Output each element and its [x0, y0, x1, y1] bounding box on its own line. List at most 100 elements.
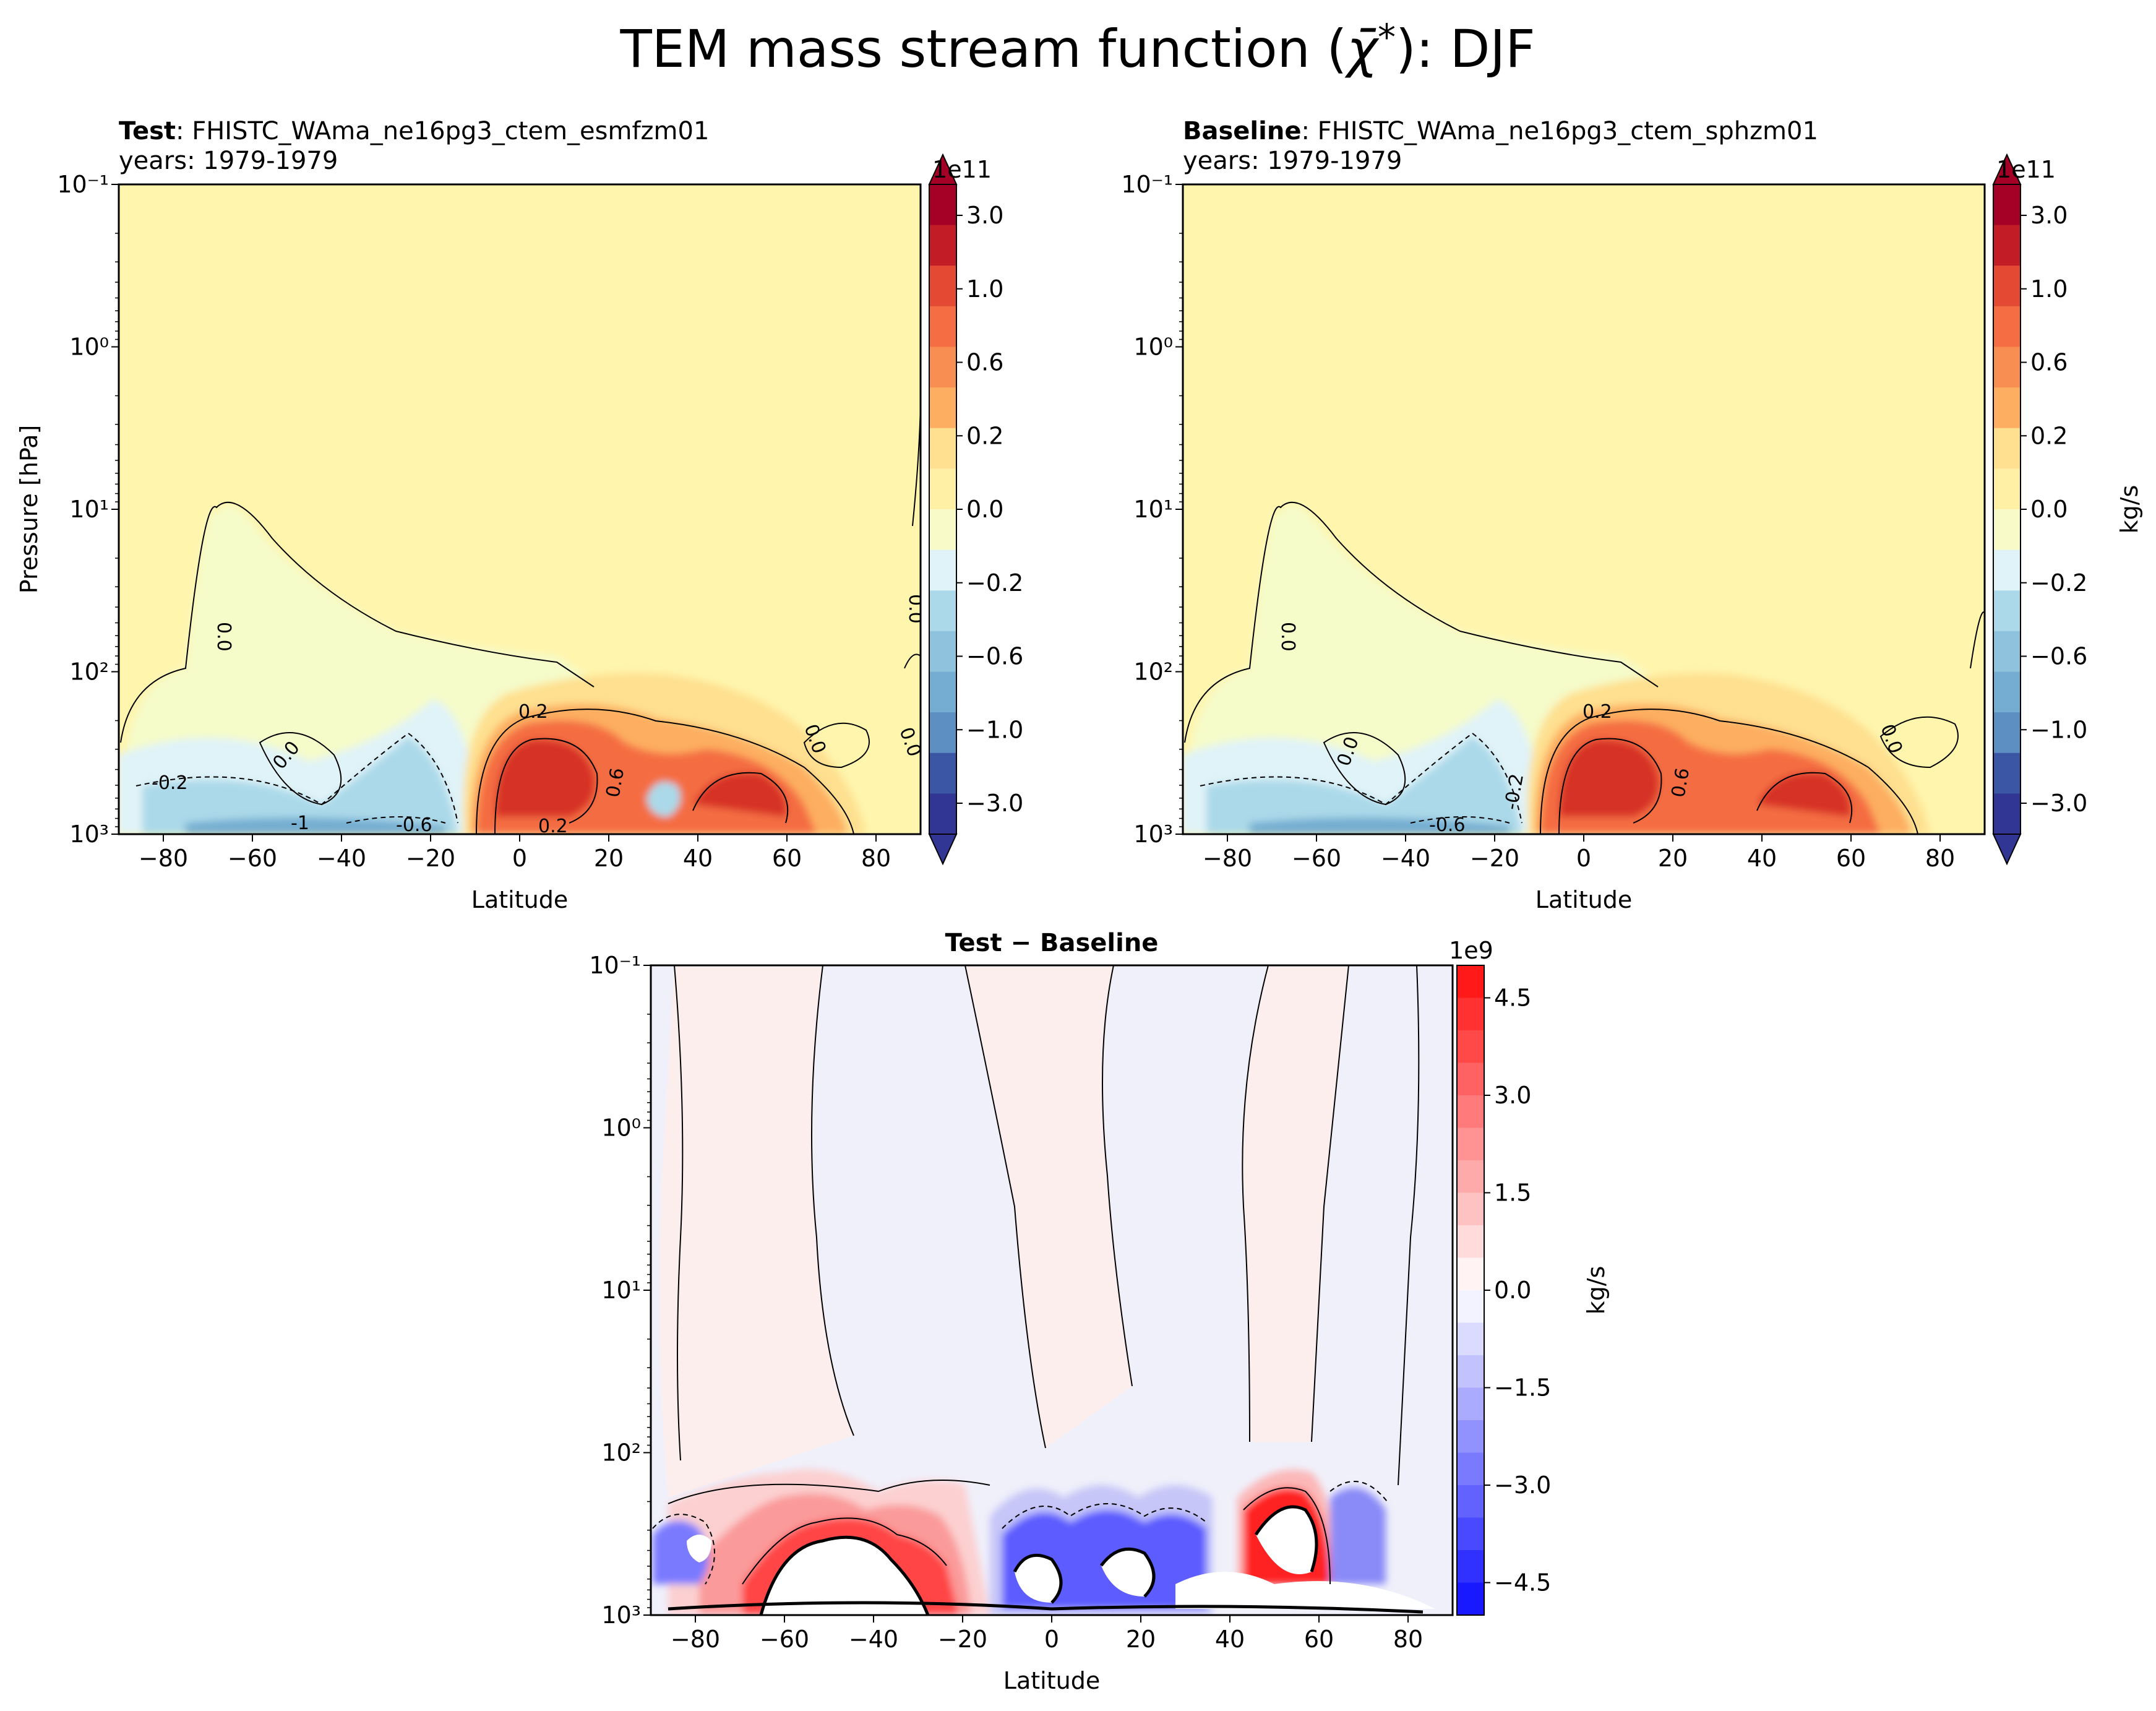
x-tick-label: 40 [683, 845, 713, 872]
x-tick-label: −60 [1292, 845, 1341, 872]
colorbar-band [1457, 998, 1484, 1031]
colorbar-band [1993, 265, 2021, 307]
contour-label: 0.2 [518, 701, 548, 723]
figure-title: TEM mass stream function (χ̄*): DJF [619, 16, 1535, 79]
colorbar-band [1457, 1225, 1484, 1258]
diff-colorbar-unit: kg/s [1583, 1266, 1610, 1315]
colorbar-band [1457, 1127, 1484, 1161]
diff-xlabel: Latitude [1003, 1667, 1100, 1694]
x-tick-label: 40 [1747, 845, 1777, 872]
colorbar-tick-label: 4.5 [1494, 985, 1531, 1012]
colorbar-band [1457, 1387, 1484, 1421]
colorbar-band [1457, 1517, 1484, 1551]
contour-label: 0.0 [904, 594, 926, 624]
x-tick-label: 0 [512, 845, 527, 872]
diff-colorbar-scale: 1e9 [1449, 937, 1493, 964]
colorbar-tick-label: −3.0 [966, 790, 1023, 817]
y-tick-label: 10² [601, 1439, 641, 1467]
colorbar-tick-label: 0.6 [966, 349, 1003, 376]
y-tick-label: 10² [1133, 658, 1173, 686]
y-tick-label: 10¹ [601, 1277, 641, 1304]
colorbar-extend-min [1992, 834, 2022, 866]
contour-label: -1 [291, 812, 309, 834]
y-tick-label: 10¹ [1133, 496, 1173, 523]
colorbar-tick-label: −0.6 [2030, 643, 2087, 670]
colorbar-tick-label: 0.0 [2030, 496, 2068, 523]
test-colorbar-scale: 1e11 [932, 156, 992, 183]
colorbar-tick-label: −0.6 [966, 643, 1023, 670]
baseline-panel-years: years: 1979-1979 [1183, 147, 1402, 175]
y-tick-label: 10⁰ [69, 334, 109, 361]
x-tick-label: −60 [760, 1626, 809, 1653]
baseline-colorbar: 3.0 1.0 0.6 0.2 0.0 −0.2 −0.6 −1.0 −3.0 [1992, 153, 2087, 866]
y-tick-label: 10³ [601, 1601, 641, 1629]
y-tick-label: 10⁰ [1133, 334, 1173, 361]
x-tick-label: −40 [849, 1626, 898, 1653]
baseline-colorbar-scale: 1e11 [1996, 156, 2056, 183]
colorbar-tick-label: −0.2 [2030, 569, 2087, 597]
colorbar-tick-label: −1.0 [966, 716, 1023, 743]
x-tick-label: −60 [228, 845, 277, 872]
contour-label: 0.0 [213, 622, 234, 652]
colorbar-band [1993, 631, 2021, 672]
colorbar-band [1457, 1582, 1484, 1616]
test-panel-years: years: 1979-1979 [119, 147, 338, 175]
colorbar-band [929, 387, 956, 429]
contour-label: 0.0 [1277, 622, 1299, 652]
colorbar-band [1993, 752, 2021, 794]
colorbar-band [1457, 1160, 1484, 1193]
colorbar-tick-label: −0.2 [966, 569, 1023, 597]
colorbar-band [929, 793, 956, 835]
colorbar-band [929, 752, 956, 794]
test-ylabel: Pressure [hPa] [15, 425, 43, 594]
colorbar-band [1993, 671, 2021, 713]
x-tick-label: 80 [1393, 1626, 1423, 1653]
colorbar-band [1993, 509, 2021, 551]
colorbar-band [929, 265, 956, 307]
x-tick-label: −20 [1470, 845, 1519, 872]
baseline-panel-title: Baseline: FHISTC_WAma_ne16pg3_ctem_sphzm… [1183, 117, 1818, 145]
colorbar-band [1993, 550, 2021, 591]
colorbar-band [1457, 1290, 1484, 1323]
y-tick-label: 10¹ [69, 496, 109, 523]
colorbar-tick-label: −3.0 [2030, 790, 2087, 817]
diff-panel: Test − Baseline [589, 929, 1610, 1694]
colorbar-tick-label: 1.5 [1494, 1179, 1531, 1207]
contour-label: 0.6 [1667, 766, 1694, 799]
colorbar-tick-label: 0.2 [2030, 422, 2068, 449]
test-axes-ticks: −80 −60 −40 −20 0 20 40 60 80 10⁻¹ 10⁰ 10¹ 10² 10³ [57, 171, 891, 872]
colorbar-band [929, 631, 956, 672]
colorbar-band [929, 550, 956, 591]
x-tick-label: −40 [1381, 845, 1430, 872]
colorbar-band [1457, 1257, 1484, 1291]
x-tick-label: 60 [1304, 1626, 1334, 1653]
colorbar-tick-label: 3.0 [1494, 1082, 1531, 1109]
colorbar-band [1457, 1485, 1484, 1518]
diff-panel-title: Test − Baseline [945, 929, 1159, 957]
colorbar-band [1457, 1322, 1484, 1356]
colorbar-band [929, 590, 956, 632]
colorbar-tick-label: 0.0 [966, 496, 1003, 523]
baseline-xlabel: Latitude [1535, 886, 1632, 913]
colorbar-tick-label: −1.5 [1494, 1374, 1551, 1402]
colorbar-band [1457, 1030, 1484, 1063]
colorbar-band [1457, 1550, 1484, 1583]
baseline-panel: Baseline: FHISTC_WAma_ne16pg3_ctem_sphzm… [1121, 117, 2143, 913]
x-tick-label: −20 [406, 845, 455, 872]
x-tick-label: −40 [317, 845, 366, 872]
colorbar-band [929, 428, 956, 469]
colorbar-band [1457, 1420, 1484, 1453]
colorbar-band [1993, 225, 2021, 266]
contour-label: 0.6 [602, 766, 629, 799]
colorbar-band [929, 347, 956, 388]
colorbar-tick-label: 0.2 [966, 422, 1003, 449]
colorbar-tick-label: −4.5 [1494, 1569, 1551, 1597]
colorbar-band [1457, 1062, 1484, 1096]
colorbar-band [1993, 306, 2021, 347]
test-colorbar: 3.0 1.0 0.6 0.2 0.0 −0.2 −0.6 −1.0 −3.0 [928, 153, 1023, 866]
x-tick-label: −20 [938, 1626, 987, 1653]
colorbar-band [929, 468, 956, 510]
x-tick-label: 60 [772, 845, 802, 872]
colorbar-band [929, 671, 956, 713]
